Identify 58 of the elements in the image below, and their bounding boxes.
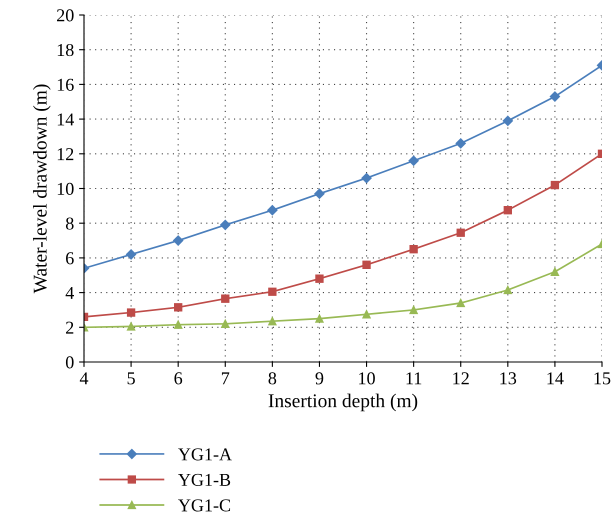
x-tick-label: 5 [128,372,135,384]
point [550,91,560,102]
x-tick-label: 7 [222,372,230,384]
x-tick-label: 12 [453,372,469,384]
y-tick-label: 12 [58,148,74,160]
x-tick-label: 9 [316,372,324,384]
point [409,306,418,314]
point [268,288,277,296]
point [456,138,466,149]
x-tick-label: 4 [80,372,88,384]
point [174,320,182,329]
legend-label: YG1-A [178,448,232,460]
point [126,322,136,331]
point [126,308,136,317]
point [504,286,512,294]
point [174,303,182,312]
point [362,260,371,270]
y-tick-label: 10 [58,182,74,195]
point [504,206,512,214]
y-tick-label: 6 [66,252,74,264]
legend-label: YG1-C [178,499,230,512]
y-tick-label: 2 [66,322,74,334]
y-tick-label: 16 [58,78,74,91]
y-tick-label: 4 [66,286,74,299]
point [267,205,278,216]
point [221,320,230,328]
point [314,188,325,199]
x-tick-label: 15 [594,372,610,384]
x-tick-label: 6 [174,372,182,384]
x-tick-label: 8 [268,372,276,384]
y-tick-label: 18 [58,44,74,56]
point [502,116,513,126]
x-axis-title: Insertion depth (m) [268,394,418,412]
point [315,274,324,283]
point [315,314,324,323]
point [126,249,136,260]
point [456,228,465,237]
point [362,310,371,318]
point [550,180,560,190]
x-tick-label: 14 [547,372,564,384]
point [221,294,230,303]
y-tick-label: 20 [57,9,74,22]
point [456,298,465,308]
x-tick-label: 10 [359,372,375,384]
point [361,172,372,184]
y-tick-label: 0 [66,356,74,368]
x-tick-label: 13 [500,372,516,384]
legend-label: YG1-B [178,474,230,486]
point [409,245,418,254]
y-tick-label: 14 [58,113,74,126]
point [408,156,419,166]
point [268,317,277,326]
point [550,268,560,276]
point [173,235,184,246]
y-tick-label: 8 [66,217,74,230]
point [220,220,230,230]
x-tick-label: 11 [406,372,422,384]
y-axis-title: Water-level drawdown (m) [33,84,51,294]
